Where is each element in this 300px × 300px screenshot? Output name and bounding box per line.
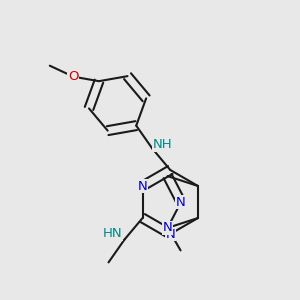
Text: N: N (163, 221, 172, 234)
Text: NH: NH (152, 138, 172, 151)
Text: HN: HN (103, 227, 122, 240)
Text: O: O (68, 70, 79, 83)
Text: N: N (138, 179, 147, 193)
Text: N: N (176, 196, 186, 208)
Text: N: N (165, 227, 175, 241)
